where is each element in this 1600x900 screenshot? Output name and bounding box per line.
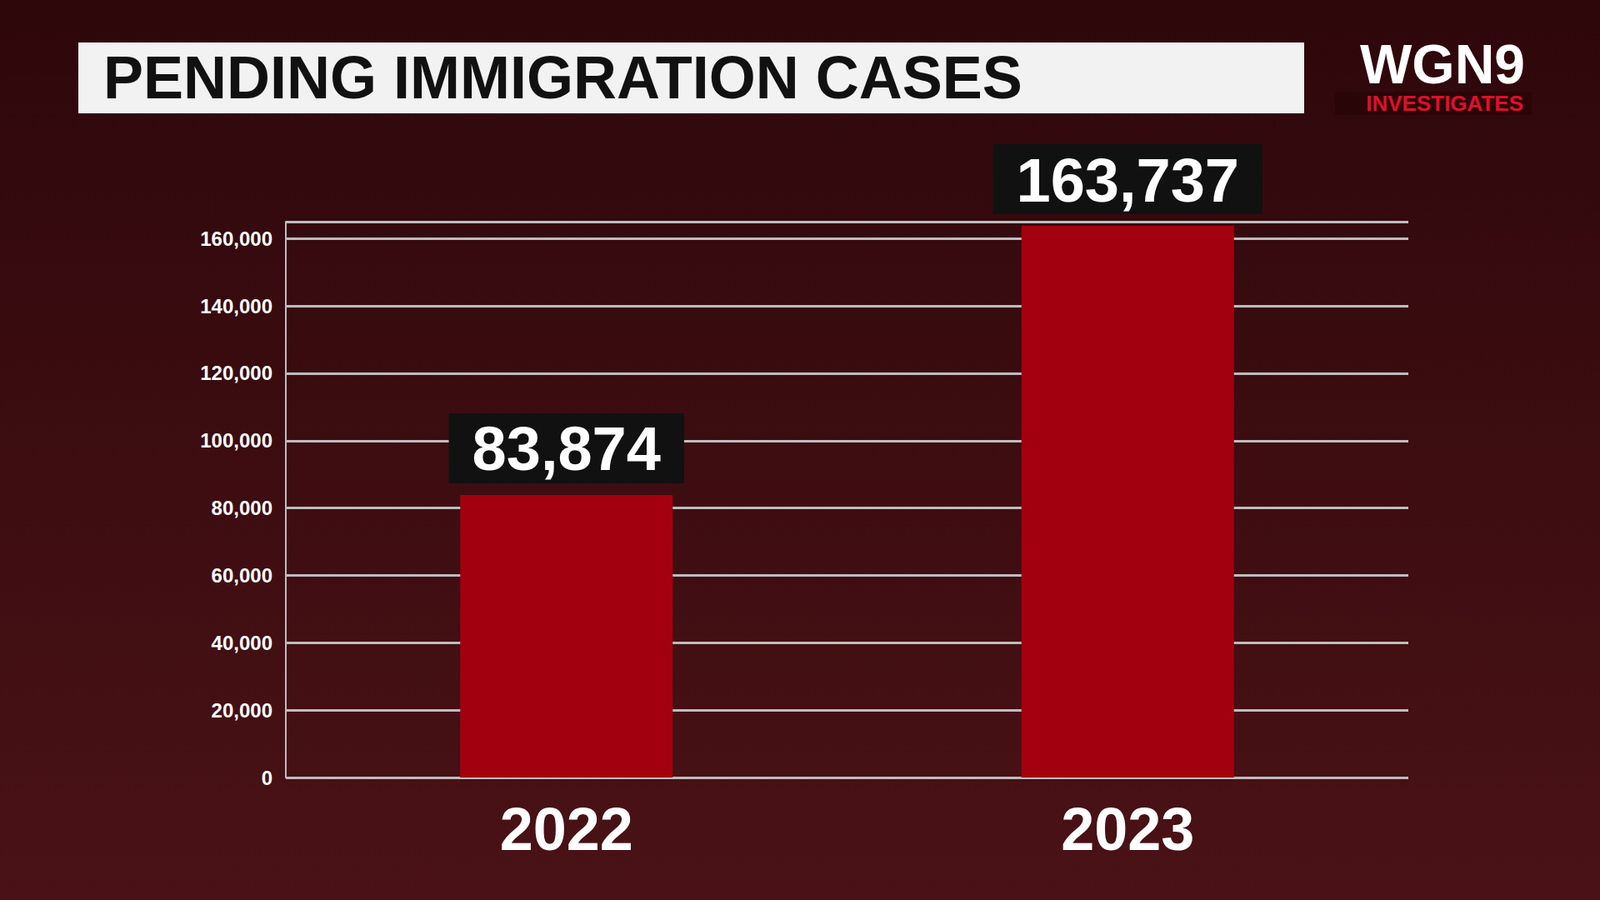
svg-text:120,000: 120,000	[200, 361, 273, 385]
svg-text:0: 0	[261, 766, 273, 790]
svg-text:163,737: 163,737	[1016, 145, 1240, 215]
svg-text:INVESTIGATES: INVESTIGATES	[1365, 90, 1524, 116]
svg-text:60,000: 60,000	[211, 564, 273, 587]
svg-text:20,000: 20,000	[211, 699, 273, 722]
svg-text:WGN9: WGN9	[1360, 33, 1525, 95]
svg-text:40,000: 40,000	[211, 631, 273, 655]
svg-text:2022: 2022	[500, 795, 634, 863]
svg-text:100,000: 100,000	[200, 429, 273, 452]
svg-text:80,000: 80,000	[211, 496, 273, 520]
svg-text:160,000: 160,000	[200, 227, 273, 250]
svg-text:PENDING IMMIGRATION CASES: PENDING IMMIGRATION CASES	[103, 44, 1023, 111]
svg-text:83,874: 83,874	[472, 414, 661, 484]
svg-text:140,000: 140,000	[200, 295, 273, 318]
svg-text:2023: 2023	[1060, 795, 1195, 863]
